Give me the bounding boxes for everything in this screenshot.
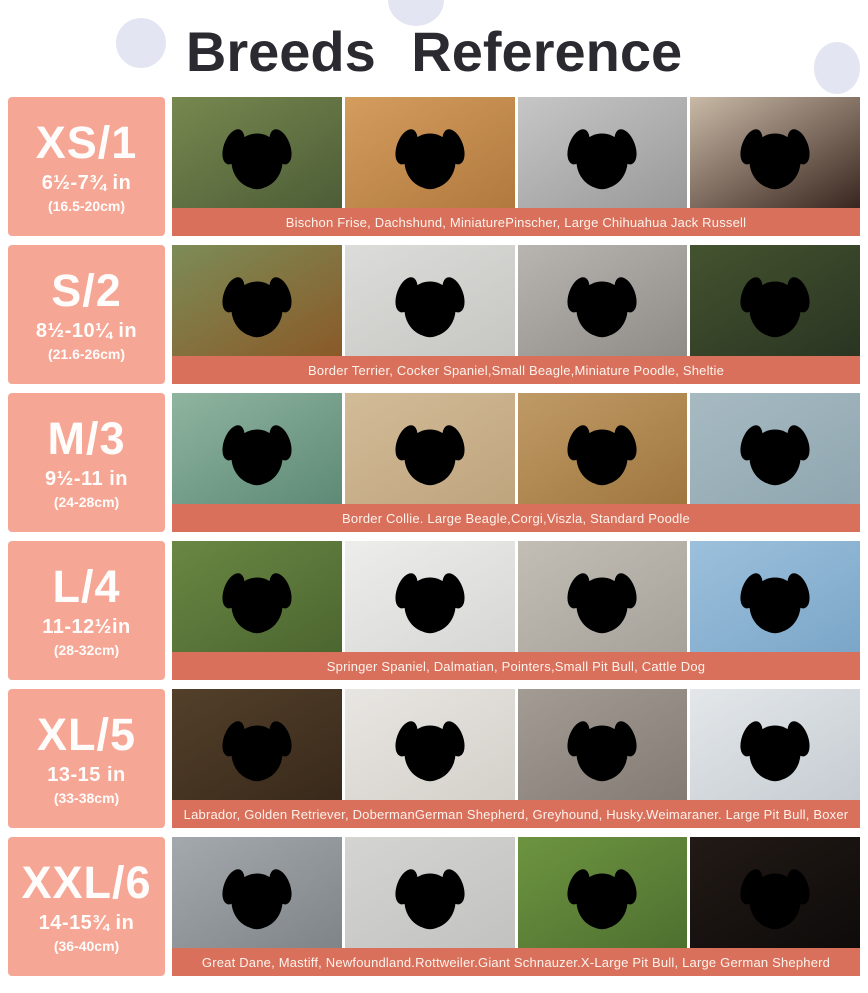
photo-newfoundland bbox=[172, 837, 342, 948]
breeds-caption-xl5: Labrador, Golden Retriever, DobermanGerm… bbox=[172, 800, 860, 828]
size-row-xs1: XS/1 6½-7¾ in (16.5-20cm) Bischon Frise,… bbox=[8, 97, 860, 236]
size-panel-xs1: XS/1 6½-7¾ in (16.5-20cm) bbox=[8, 97, 165, 236]
photo-viszla-puppy bbox=[517, 393, 688, 504]
photo-black-and-white-pit-mix bbox=[517, 97, 688, 208]
photo-tibetan-mastiff bbox=[690, 837, 860, 948]
photo-strip bbox=[172, 541, 860, 652]
photo-strip bbox=[172, 837, 860, 948]
photo-german-shepherd bbox=[517, 837, 688, 948]
photo-standard-poodle bbox=[690, 393, 860, 504]
photo-strip bbox=[172, 689, 860, 800]
photo-strip bbox=[172, 393, 860, 504]
size-row-l4: L/4 11-12½in (28-32cm) Springer Spaniel,… bbox=[8, 541, 860, 680]
size-range-inches: 8½-10¼ in bbox=[35, 319, 138, 342]
size-row-s2: S/2 8½-10¼ in (21.6-26cm) Border Terrier… bbox=[8, 245, 860, 384]
deco-circle-left bbox=[116, 18, 166, 68]
breeds-caption-l4: Springer Spaniel, Dalmatian, Pointers,Sm… bbox=[172, 652, 860, 680]
photo-golden-retriever bbox=[344, 689, 515, 800]
photo-large-pit-bull bbox=[517, 689, 688, 800]
photo-cattle-dog-puppy bbox=[690, 541, 860, 652]
photo-dalmatian bbox=[344, 541, 515, 652]
size-row-xxl6: XXL/6 14-15¾ in (36-40cm) Great Dane, Ma… bbox=[8, 837, 860, 976]
size-range-cm: (24-28cm) bbox=[53, 493, 120, 510]
photo-miniature-pinscher-chihuahua bbox=[690, 97, 860, 208]
size-range-cm: (21.6-26cm) bbox=[47, 345, 126, 362]
photo-yellow-labrador bbox=[172, 689, 342, 800]
breeds-caption-s2: Border Terrier, Cocker Spaniel,Small Bea… bbox=[172, 356, 860, 384]
row-media: Great Dane, Mastiff, Newfoundland.Rottwe… bbox=[172, 837, 860, 976]
row-media: Border Terrier, Cocker Spaniel,Small Bea… bbox=[172, 245, 860, 384]
size-range-cm: (36-40cm) bbox=[53, 937, 120, 954]
size-range-inches: 13-15 in bbox=[47, 763, 126, 786]
size-range-cm: (16.5-20cm) bbox=[47, 197, 126, 214]
page-title: Breeds Reference bbox=[185, 20, 683, 83]
photo-jack-russell-terrier bbox=[344, 97, 515, 208]
photo-gray-miniature-poodle bbox=[517, 245, 688, 356]
row-media: Bischon Frise, Dachshund, MiniaturePinsc… bbox=[172, 97, 860, 236]
photo-golden-cocker-spaniel bbox=[172, 245, 342, 356]
photo-springer-spaniel bbox=[172, 541, 342, 652]
size-panel-m3: M/3 9½-11 in (24-28cm) bbox=[8, 393, 165, 532]
photo-small-beagle bbox=[344, 245, 515, 356]
photo-harlequin-great-dane bbox=[344, 837, 515, 948]
photo-strip bbox=[172, 245, 860, 356]
deco-circle-right bbox=[814, 42, 860, 94]
photo-strip bbox=[172, 97, 860, 208]
size-panel-xl5: XL/5 13-15 in (33-38cm) bbox=[8, 689, 165, 828]
photo-husky bbox=[690, 689, 860, 800]
size-range-inches: 9½-11 in bbox=[45, 467, 128, 490]
size-panel-xxl6: XXL/6 14-15¾ in (36-40cm) bbox=[8, 837, 165, 976]
size-label: XS/1 bbox=[35, 116, 138, 168]
size-range-inches: 6½-7¾ in bbox=[41, 171, 132, 194]
breeds-caption-xs1: Bischon Frise, Dachshund, MiniaturePinsc… bbox=[172, 208, 860, 236]
size-panel-l4: L/4 11-12½in (28-32cm) bbox=[8, 541, 165, 680]
size-panel-s2: S/2 8½-10¼ in (21.6-26cm) bbox=[8, 245, 165, 384]
breeds-caption-m3: Border Collie. Large Beagle,Corgi,Viszla… bbox=[172, 504, 860, 532]
header: Breeds Reference bbox=[0, 0, 868, 97]
size-range-cm: (28-32cm) bbox=[53, 641, 120, 658]
row-media: Border Collie. Large Beagle,Corgi,Viszla… bbox=[172, 393, 860, 532]
size-range-inches: 14-15¾ in bbox=[38, 911, 135, 934]
row-media: Labrador, Golden Retriever, DobermanGerm… bbox=[172, 689, 860, 828]
size-label: M/3 bbox=[47, 412, 126, 464]
breeds-caption-xxl6: Great Dane, Mastiff, Newfoundland.Rottwe… bbox=[172, 948, 860, 976]
size-row-xl5: XL/5 13-15 in (33-38cm) Labrador, Golden… bbox=[8, 689, 860, 828]
photo-sheltie bbox=[690, 245, 860, 356]
row-media: Springer Spaniel, Dalmatian, Pointers,Sm… bbox=[172, 541, 860, 680]
size-label: S/2 bbox=[51, 264, 122, 316]
size-range-inches: 11-12½in bbox=[42, 615, 131, 638]
size-range-cm: (33-38cm) bbox=[53, 789, 120, 806]
photo-white-poodle-on-grass bbox=[172, 97, 342, 208]
photo-large-beagle bbox=[344, 393, 515, 504]
size-label: XL/5 bbox=[36, 708, 137, 760]
photo-pointer bbox=[517, 541, 688, 652]
size-chart: XS/1 6½-7¾ in (16.5-20cm) Bischon Frise,… bbox=[8, 97, 860, 976]
size-label: L/4 bbox=[52, 560, 121, 612]
size-row-m3: M/3 9½-11 in (24-28cm) Border Collie. La… bbox=[8, 393, 860, 532]
size-label: XXL/6 bbox=[21, 856, 152, 908]
photo-border-collie bbox=[172, 393, 342, 504]
